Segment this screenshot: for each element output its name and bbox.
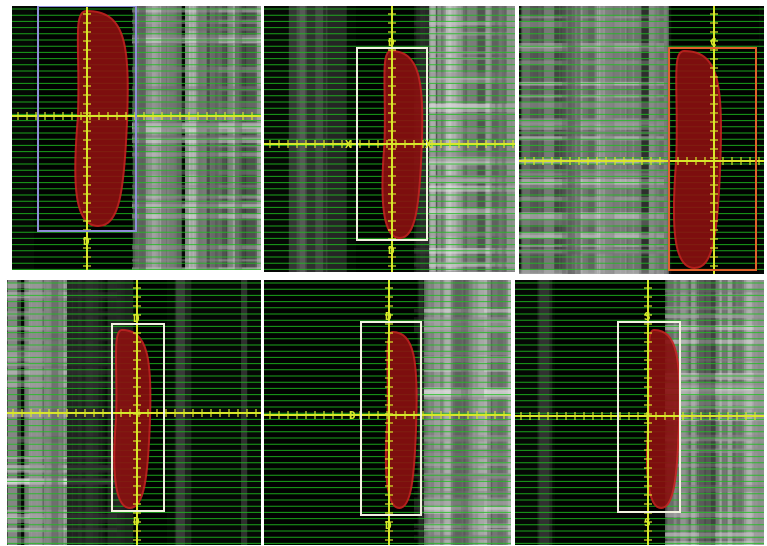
ct-slice-top-right: C bbox=[519, 6, 764, 274]
panel-top-right: C bbox=[519, 6, 764, 274]
bounding-box bbox=[668, 47, 757, 271]
ct-slice-bottom-left: DD bbox=[7, 280, 261, 545]
bounding-box bbox=[37, 6, 137, 232]
scan-lines bbox=[515, 282, 764, 544]
axis-marker-label: S bbox=[644, 516, 651, 529]
tissue-texture bbox=[132, 6, 261, 270]
organ-segmentation bbox=[646, 328, 681, 510]
axis-marker-label: X bbox=[425, 138, 432, 151]
bounding-box bbox=[111, 323, 165, 512]
panel-top-middle: D D X X bbox=[264, 6, 515, 272]
organ-segmentation bbox=[113, 328, 152, 510]
panel-top-left: D bbox=[12, 6, 261, 270]
crosshair bbox=[12, 6, 261, 270]
crosshair bbox=[519, 6, 764, 274]
bounding-box bbox=[356, 47, 428, 241]
axis-marker-label: S bbox=[644, 310, 651, 323]
panel-bottom-middle: D D D bbox=[264, 280, 511, 545]
axis-marker-label: D bbox=[83, 235, 90, 248]
bounding-box bbox=[360, 321, 422, 516]
organ-segmentation bbox=[672, 49, 722, 270]
axis-marker-label: D bbox=[388, 36, 395, 49]
axis-marker-label: C bbox=[710, 36, 717, 49]
bounding-box bbox=[617, 321, 681, 513]
axis-marker-label: D bbox=[349, 409, 356, 422]
crosshair bbox=[515, 280, 764, 545]
axis-marker-label: D bbox=[133, 312, 140, 325]
ct-slice-top-middle: D D X X bbox=[264, 6, 515, 272]
axis-marker-label: D bbox=[385, 519, 392, 532]
organ-segmentation bbox=[384, 330, 418, 510]
crosshair bbox=[264, 6, 515, 272]
axis-marker-label: D bbox=[385, 310, 392, 323]
axis-marker-label: X bbox=[345, 138, 352, 151]
crosshair bbox=[264, 280, 511, 545]
ct-slice-top-left: D bbox=[12, 6, 261, 270]
axis-marker-label: D bbox=[133, 515, 140, 528]
ct-slice-bottom-right: SS bbox=[515, 280, 764, 545]
ct-slice-bottom-middle: D D D bbox=[264, 280, 511, 545]
axis-marker-label: D bbox=[388, 244, 395, 257]
organ-segmentation bbox=[74, 9, 129, 228]
